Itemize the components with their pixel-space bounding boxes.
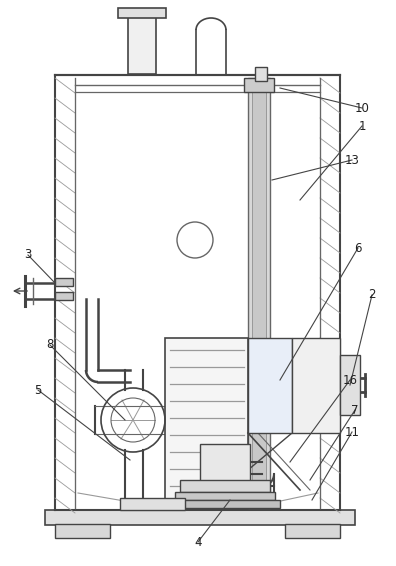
Bar [55, 524, 110, 538]
Bar [248, 78, 270, 508]
Text: 1: 1 [358, 119, 366, 132]
Bar [255, 67, 267, 81]
Bar [55, 292, 73, 300]
Bar [248, 338, 292, 433]
Bar [118, 8, 166, 18]
Text: 10: 10 [354, 101, 369, 114]
Bar [120, 498, 185, 510]
Text: 5: 5 [34, 384, 42, 397]
Text: 2: 2 [368, 289, 376, 302]
Text: 3: 3 [24, 248, 32, 261]
Bar [340, 355, 360, 415]
Text: 13: 13 [345, 153, 360, 166]
Text: 7: 7 [351, 404, 359, 417]
Bar [55, 278, 73, 286]
Bar [244, 78, 274, 92]
Bar [128, 12, 156, 74]
Text: 6: 6 [354, 242, 362, 255]
Bar [165, 338, 248, 508]
Bar [252, 82, 266, 504]
Text: 11: 11 [345, 426, 360, 439]
Bar [285, 524, 340, 538]
Text: 16: 16 [343, 374, 358, 387]
Bar [170, 500, 280, 508]
Bar [175, 492, 275, 500]
Bar [200, 444, 250, 482]
Bar [180, 480, 270, 492]
Bar [292, 338, 340, 433]
Text: 4: 4 [194, 535, 202, 548]
Text: 8: 8 [46, 338, 54, 351]
Bar [45, 510, 355, 525]
